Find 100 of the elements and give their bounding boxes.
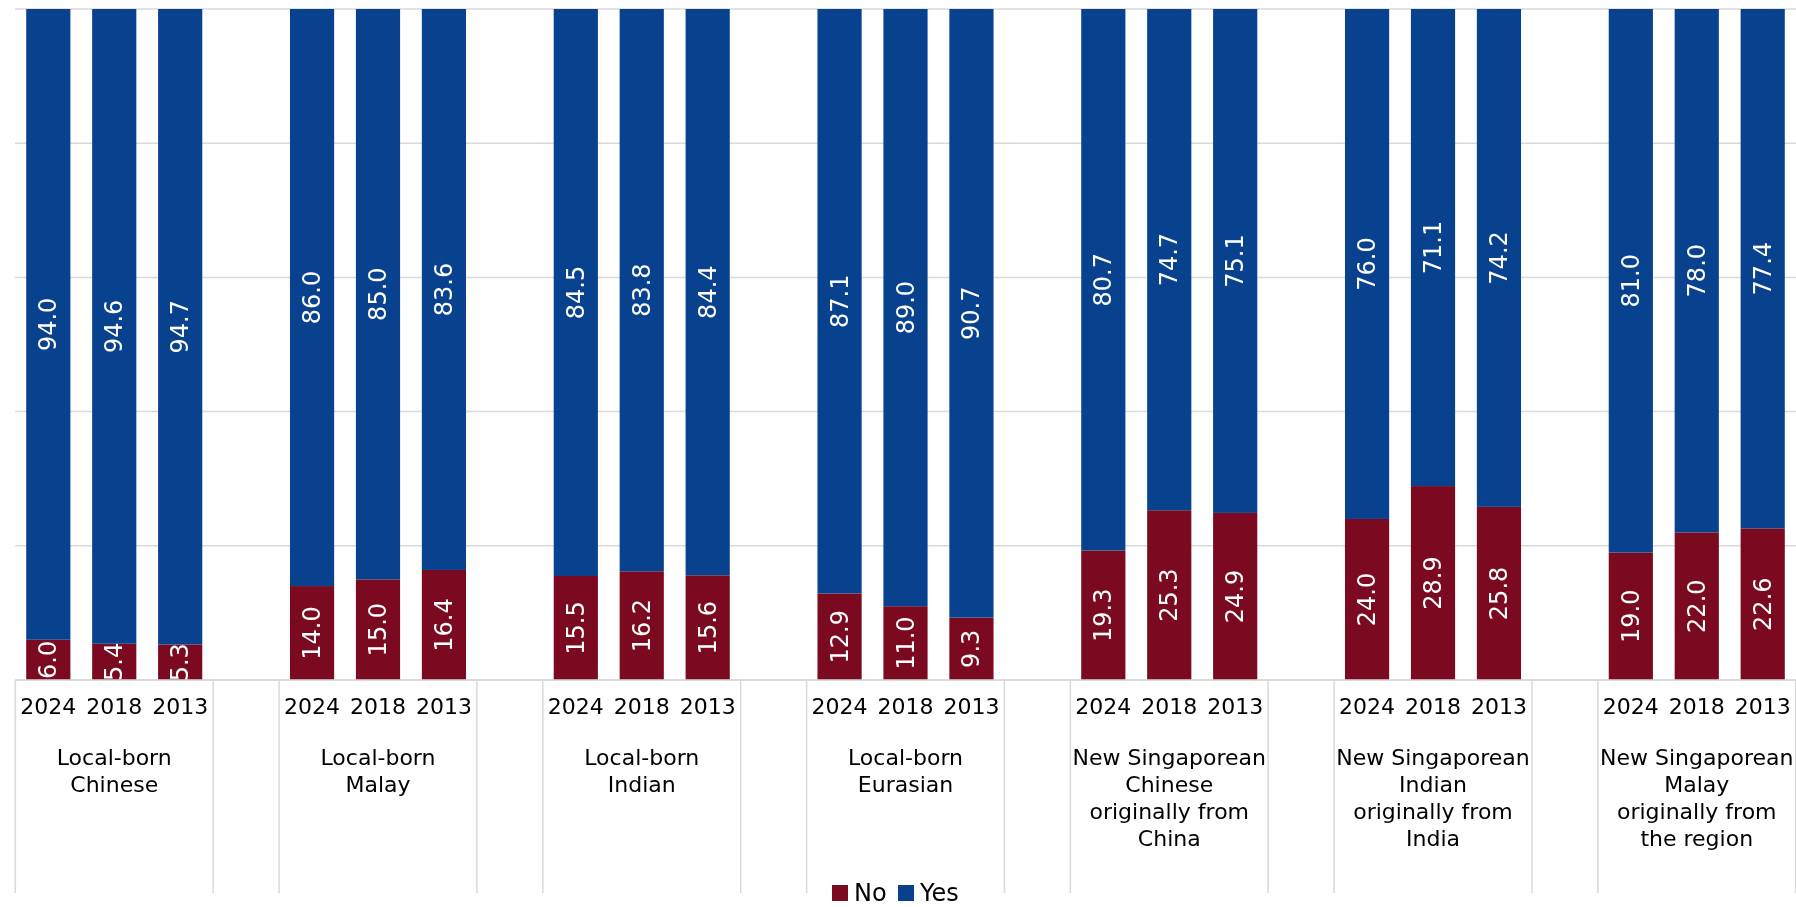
- legend-label: Yes: [919, 879, 959, 907]
- bar: [1476, 506, 1522, 680]
- data-label: 90.7: [957, 286, 986, 341]
- bar: [1608, 9, 1653, 553]
- data-label: 78.0: [1682, 243, 1711, 298]
- data-label: 15.5: [561, 601, 590, 655]
- bar: [1476, 9, 1522, 507]
- x-tick-label: 2018: [1141, 694, 1198, 719]
- bar: [26, 9, 71, 640]
- bar: [421, 569, 467, 680]
- bar: [289, 586, 335, 680]
- data-label: 74.7: [1155, 232, 1184, 287]
- bar: [158, 9, 203, 645]
- data-label: 11.0: [891, 616, 920, 670]
- x-tick-label: 2013: [415, 694, 472, 719]
- x-tick-label: 2018: [1405, 694, 1462, 719]
- x-tick-label: 2013: [1470, 694, 1527, 719]
- bar: [553, 9, 598, 576]
- data-label: 12.9: [825, 610, 854, 664]
- data-label: 86.0: [298, 270, 327, 325]
- text: Local-born Malay: [320, 745, 436, 797]
- bar: [1344, 518, 1390, 680]
- data-label: 85.0: [363, 267, 392, 321]
- x-tick-label: 2013: [1207, 694, 1264, 719]
- bar: [817, 9, 862, 594]
- bar: [289, 9, 335, 587]
- text: New Singaporean Indian originally from India: [1336, 745, 1530, 851]
- bar: [1740, 528, 1785, 680]
- bar: [421, 9, 467, 570]
- x-tick-label: 2013: [152, 694, 209, 719]
- data-label: 76.0: [1353, 237, 1382, 291]
- bar: [883, 9, 928, 607]
- data-label: 24.0: [1353, 572, 1382, 627]
- data-label: 5.3: [166, 643, 195, 682]
- x-tick-label: 2024: [811, 694, 868, 719]
- data-label: 5.4: [100, 642, 129, 681]
- legend-label: No: [854, 879, 887, 907]
- bar: [1344, 9, 1390, 519]
- data-label: 24.9: [1221, 569, 1250, 624]
- data-label: 6.0: [34, 640, 63, 679]
- text: Local-born Indian: [584, 745, 700, 797]
- bar: [817, 593, 862, 680]
- data-label: 80.7: [1089, 253, 1118, 307]
- data-label: 89.0: [891, 280, 920, 335]
- data-label: 81.0: [1616, 254, 1645, 308]
- text: New Singaporean Malay originally from the region: [1600, 745, 1794, 851]
- bar: [355, 579, 401, 680]
- data-label: 83.6: [429, 262, 458, 317]
- x-tick-label: 2013: [679, 694, 736, 719]
- data-label: 22.0: [1682, 579, 1711, 633]
- x-tick-label: 2024: [547, 694, 604, 719]
- bar: [553, 576, 598, 680]
- bar: [1081, 9, 1126, 551]
- bar: [1081, 550, 1126, 680]
- x-tick-label: 2024: [1075, 694, 1132, 719]
- x-tick-label: 2018: [86, 694, 143, 719]
- x-tick-label: 2024: [1339, 694, 1396, 719]
- data-label: 14.0: [298, 606, 327, 660]
- bar: [1147, 510, 1192, 680]
- bar: [619, 571, 664, 680]
- x-tick-label: 2018: [613, 694, 670, 719]
- data-label: 83.8: [627, 263, 656, 317]
- bar: [1410, 486, 1456, 680]
- data-label: 84.5: [561, 265, 590, 320]
- bar: [1674, 9, 1719, 533]
- text: Local-born Eurasian: [848, 745, 963, 797]
- data-label: 25.3: [1155, 568, 1184, 622]
- data-label: 16.4: [429, 598, 458, 652]
- data-label: 25.8: [1484, 566, 1513, 621]
- x-tick-label: 2013: [1734, 694, 1791, 719]
- x-tick-label: 2024: [20, 694, 77, 719]
- bar: [1674, 532, 1719, 680]
- bar: [1213, 9, 1258, 513]
- bar: [685, 575, 730, 680]
- data-label: 75.1: [1221, 234, 1250, 288]
- x-tick-label: 2013: [943, 694, 1000, 719]
- x-tick-label: 2018: [349, 694, 406, 719]
- bar: [949, 9, 994, 618]
- x-tick-label: 2018: [877, 694, 934, 719]
- data-label: 94.7: [166, 300, 195, 354]
- data-label: 22.6: [1748, 577, 1777, 631]
- x-tick-label: 2024: [284, 694, 341, 719]
- bar: [1410, 9, 1456, 487]
- bar: [1147, 9, 1192, 511]
- data-label: 15.6: [693, 600, 722, 655]
- x-tick-label: 2024: [1602, 694, 1659, 719]
- bar: [619, 9, 664, 572]
- data-label: 16.2: [627, 598, 656, 653]
- text: New Singaporean Chinese originally from China: [1072, 745, 1266, 851]
- data-label: 71.1: [1419, 220, 1448, 275]
- bar: [1608, 552, 1653, 680]
- data-label: 28.9: [1419, 556, 1448, 610]
- data-label: 87.1: [825, 274, 854, 328]
- text: Local-born Chinese: [56, 745, 172, 797]
- data-label: 15.0: [363, 602, 392, 657]
- bar: [1213, 512, 1258, 680]
- bar: [883, 606, 928, 680]
- bar: [1740, 9, 1785, 529]
- bar: [92, 9, 137, 644]
- x-tick-label: 2018: [1668, 694, 1725, 719]
